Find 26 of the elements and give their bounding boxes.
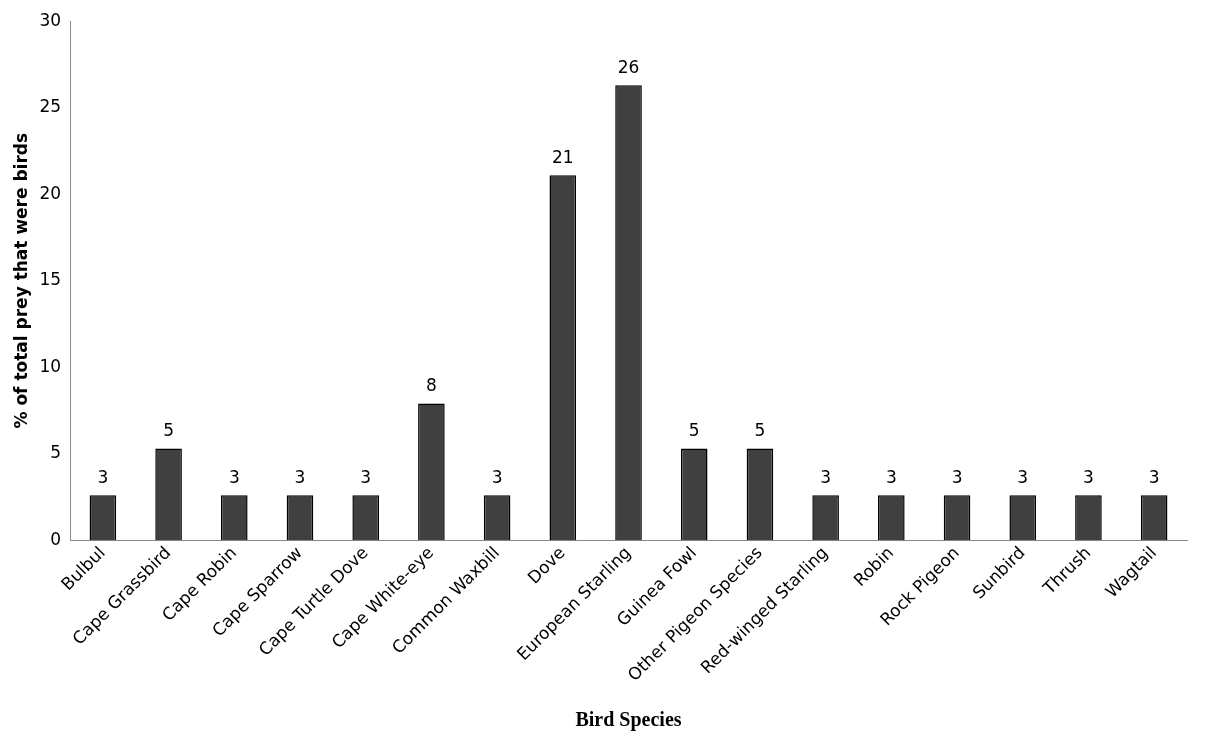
data-label: 3 (294, 467, 306, 488)
data-label: 21 (551, 147, 574, 168)
data-label: 5 (754, 420, 766, 441)
data-label: 3 (1017, 467, 1029, 488)
y-tick-label: 15 (39, 269, 62, 290)
data-label: 3 (491, 467, 503, 488)
y-tick-label: 0 (50, 528, 62, 549)
data-label: 3 (97, 467, 109, 488)
data-label: 5 (163, 420, 174, 441)
data-label: 3 (1148, 467, 1160, 488)
data-label: 3 (885, 467, 897, 488)
data-label: 3 (951, 467, 963, 488)
y-tick-label: 25 (39, 96, 62, 117)
y-tick-label: 20 (39, 182, 62, 203)
y-tick-label: 5 (50, 442, 62, 463)
data-label: 3 (1083, 467, 1094, 488)
data-label: 8 (425, 375, 437, 396)
y-axis-title: % of total prey that were birds (10, 132, 31, 429)
y-tick-label: 30 (39, 9, 62, 30)
data-label: 26 (617, 57, 640, 78)
y-tick-label: 10 (39, 355, 62, 376)
data-label: 3 (820, 467, 832, 488)
data-label: 5 (688, 420, 700, 441)
data-label: 3 (228, 467, 240, 488)
data-label: 3 (360, 467, 372, 488)
x-axis-title: Bird Species (575, 708, 682, 732)
